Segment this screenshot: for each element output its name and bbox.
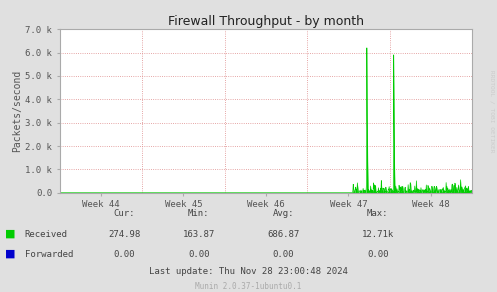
Text: Min:: Min: bbox=[188, 209, 210, 218]
Text: 0.00: 0.00 bbox=[113, 250, 135, 259]
Text: Avg:: Avg: bbox=[272, 209, 294, 218]
Text: 686.87: 686.87 bbox=[267, 230, 299, 239]
Text: ■: ■ bbox=[5, 229, 15, 239]
Text: Forwarded: Forwarded bbox=[25, 250, 73, 259]
Text: Munin 2.0.37-1ubuntu0.1: Munin 2.0.37-1ubuntu0.1 bbox=[195, 282, 302, 291]
Text: 0.00: 0.00 bbox=[367, 250, 389, 259]
Text: RRDTOOL / TOBI OETIKER: RRDTOOL / TOBI OETIKER bbox=[490, 70, 495, 152]
Text: 0.00: 0.00 bbox=[272, 250, 294, 259]
Text: Last update: Thu Nov 28 23:00:48 2024: Last update: Thu Nov 28 23:00:48 2024 bbox=[149, 267, 348, 277]
Y-axis label: Packets/second: Packets/second bbox=[12, 70, 22, 152]
Text: Cur:: Cur: bbox=[113, 209, 135, 218]
Text: 163.87: 163.87 bbox=[183, 230, 215, 239]
Text: 0.00: 0.00 bbox=[188, 250, 210, 259]
Text: 274.98: 274.98 bbox=[108, 230, 140, 239]
Text: 12.71k: 12.71k bbox=[362, 230, 394, 239]
Text: ■: ■ bbox=[5, 249, 15, 259]
Title: Firewall Throughput - by month: Firewall Throughput - by month bbox=[168, 15, 364, 28]
Text: Received: Received bbox=[25, 230, 68, 239]
Text: Max:: Max: bbox=[367, 209, 389, 218]
